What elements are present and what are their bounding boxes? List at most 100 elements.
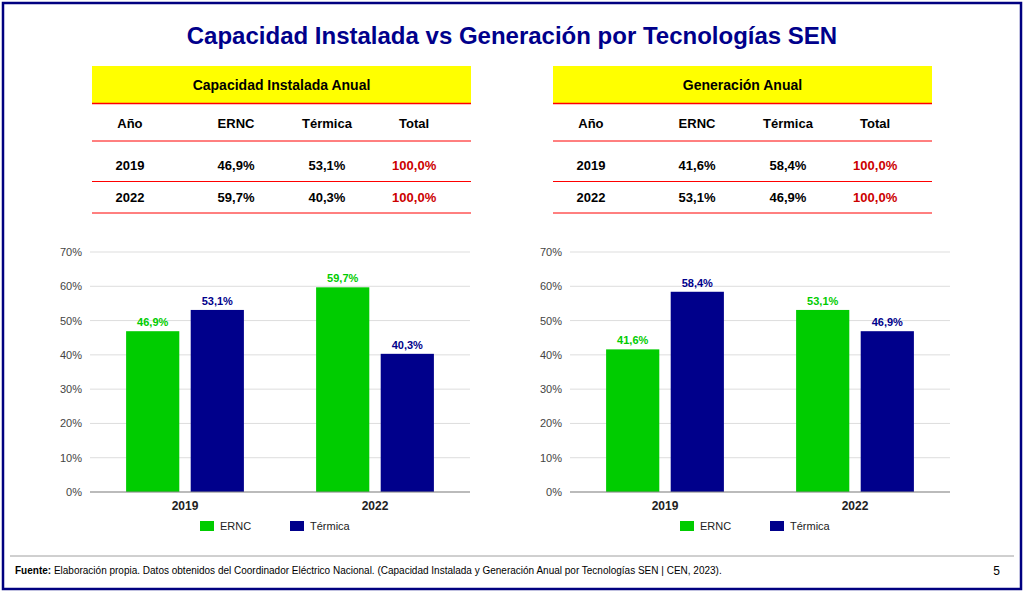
background [0,0,1024,592]
y-tick-label: 40% [540,349,562,361]
bar [126,331,179,492]
legend-swatch [200,521,214,531]
table-title: Generación Anual [683,77,802,93]
bar [861,331,914,492]
table: Capacidad Instalada Anual Año ERNC Térmica T… [92,66,471,213]
legend-label: ERNC [700,520,731,532]
data-label: 59,7% [327,272,358,284]
y-tick-label: 40% [60,349,82,361]
table-column-header: Año [117,116,142,131]
bar [606,349,659,492]
table-column-header: Total [399,116,429,131]
table-column-header: ERNC [679,116,716,131]
grid-line [90,492,470,493]
table-cell: 46,9% [218,158,255,173]
table-cell: 53,1% [309,158,346,173]
y-tick-label: 50% [540,315,562,327]
y-tick-label: 20% [60,417,82,429]
data-label: 53,1% [807,295,838,307]
legend-swatch [770,521,784,531]
data-label: 46,9% [872,316,903,328]
data-label: 40,3% [392,339,423,351]
footnote-rule [10,556,1014,557]
footnote-part: Fuente: [15,565,51,576]
grid-line [90,286,470,287]
table-rule [92,181,471,182]
y-tick-label: 10% [60,452,82,464]
bars [606,292,914,492]
table-column-header: ERNC [218,116,255,131]
table-cell: 40,3% [309,190,346,205]
x-tick-label: 2019 [172,499,199,513]
y-tick-label: 60% [540,280,562,292]
table-header-bg [92,66,471,104]
y-tick-label: 0% [546,486,562,498]
x-tick-label: 2022 [362,499,389,513]
table-cell: 41,6% [679,158,716,173]
page: Capacidad Instalada vs Generación por Te… [0,0,1024,592]
table-rule [553,141,932,142]
y-tick-label: 10% [540,452,562,464]
bar [191,310,244,492]
table-rule [92,141,471,142]
bar [381,354,434,492]
table-title: Capacidad Instalada Anual [193,77,371,93]
x-axis [570,492,950,493]
x-tick-label: 2019 [652,499,679,513]
y-tick-label: 60% [60,280,82,292]
grid-line [90,252,470,253]
table-header-bg [553,66,932,104]
y-tick-label: 0% [66,486,82,498]
footnote: Fuente: Elaboración propia. Datos obteni… [15,565,722,576]
bar-chart: 0% 10% 20% 30% 40% 50% 60% 70% 2019 2022 41,6% 58,4… [540,246,950,532]
bars [126,287,434,492]
bar [796,310,849,492]
table-row-label: 2022 [576,190,605,205]
table-column-header: Térmica [302,116,353,131]
y-tick-label: 30% [540,383,562,395]
table-column-header: Año [578,116,603,131]
legend-label: Térmica [790,520,831,532]
y-tick-label: 30% [60,383,82,395]
x-axis [90,492,470,493]
bar-chart: 0% 10% 20% 30% 40% 50% 60% 70% 2019 2022 46,9% 53,1… [60,246,470,532]
grid-line [570,492,950,493]
bar [316,287,369,492]
table-rule [553,103,932,105]
page-number: 5 [993,564,1000,578]
table-cell: 46,9% [770,190,807,205]
table-cell: 53,1% [679,190,716,205]
y-tick-label: 20% [540,417,562,429]
table-rule [92,103,471,105]
table-row-label: 2019 [576,158,605,173]
y-tick-label: 70% [60,246,82,258]
table: Generación Anual Año ERNC Térmica Total 2019 4… [553,66,932,213]
footnote-part: Elaboración propia. Datos obtenidos del … [51,565,722,576]
table-rule [553,213,932,214]
y-tick-label: 70% [540,246,562,258]
legend-swatch [680,521,694,531]
grid-line [570,286,950,287]
page-border [3,3,1021,589]
table-row-label: 2019 [115,158,144,173]
table-cell: 58,4% [770,158,807,173]
data-label: 58,4% [682,277,713,289]
legend-swatch [290,521,304,531]
table-row-label: 2022 [115,190,144,205]
table-cell: 100,0% [853,158,898,173]
bar [671,292,724,492]
table-cell: 59,7% [218,190,255,205]
x-tick-label: 2022 [842,499,869,513]
page-title: Capacidad Instalada vs Generación por Te… [187,22,837,49]
table-rule [553,181,932,182]
data-label: 46,9% [137,316,168,328]
y-tick-label: 50% [60,315,82,327]
table-column-header: Total [860,116,890,131]
data-label: 41,6% [617,334,648,346]
data-label: 53,1% [202,295,233,307]
table-column-header: Térmica [763,116,814,131]
table-cell: 100,0% [853,190,898,205]
table-cell: 100,0% [392,190,437,205]
legend-label: Térmica [310,520,351,532]
grid-line [570,252,950,253]
